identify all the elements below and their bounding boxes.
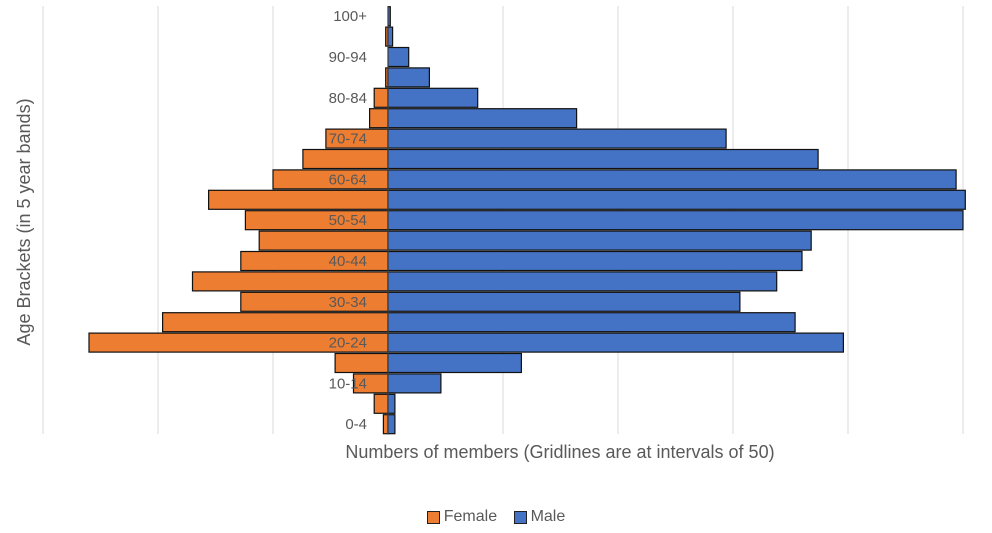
y-tick-label: 20-24 (329, 335, 367, 352)
bar-male-75-79 (387, 108, 578, 129)
bar-male-50-54 (387, 210, 964, 231)
bar-male-45-49 (387, 230, 812, 251)
bar-male-30-34 (387, 291, 741, 312)
bar-male-85-89 (387, 67, 431, 88)
y-tick-label: 80-84 (329, 90, 367, 107)
bar-female-80-84 (373, 87, 389, 108)
bar-female-75-79 (369, 108, 389, 129)
y-tick-label: 10-14 (329, 375, 367, 392)
bar-male-80-84 (387, 87, 479, 108)
y-tick-label: 90-94 (329, 49, 367, 66)
y-tick-label: 0-4 (345, 416, 367, 433)
bar-female-35-39 (191, 271, 389, 292)
bar-female-25-29 (162, 312, 389, 333)
legend-item-female: Female (426, 508, 498, 526)
legend-item-male: Male (513, 508, 566, 526)
bar-male-5-9 (387, 393, 396, 414)
y-tick-label: 60-64 (329, 171, 367, 188)
y-tick-label: 40-44 (329, 253, 367, 270)
bar-male-90-94 (387, 46, 410, 68)
bar-female-45-49 (258, 230, 389, 251)
y-tick-label: 100+ (333, 8, 367, 25)
bar-male-55-59 (387, 189, 966, 210)
bar-male-25-29 (387, 312, 796, 333)
bar-female-5-9 (373, 393, 389, 414)
bar-male-20-24 (387, 332, 844, 353)
legend-swatch-female (426, 510, 440, 524)
legend-label-female: Female (443, 508, 498, 525)
bar-male-60-64 (387, 169, 957, 190)
bar-male-70-74 (387, 128, 727, 149)
y-axis-title: Age Brackets (in 5 year bands) (14, 98, 34, 345)
legend-label-male: Male (530, 508, 566, 525)
bar-female-55-59 (208, 189, 389, 210)
y-tick-labels: 0-4 10-14 20-24 30-34 40-44 50-54 60-64 70-74 80… (329, 8, 368, 433)
bar-female-65-69 (302, 148, 389, 170)
legend-swatch-male (513, 510, 527, 524)
bar-male-95-99 (387, 26, 394, 47)
y-tick-label: 50-54 (329, 212, 367, 229)
bar-female-0-4 (382, 414, 389, 435)
x-axis-title: Numbers of members (Gridlines are at int… (345, 442, 774, 462)
y-tick-label: 30-34 (329, 294, 367, 311)
legend: Female Male (0, 508, 992, 529)
y-tick-label: 70-74 (329, 131, 367, 148)
bars (88, 6, 966, 435)
bar-male-65-69 (387, 148, 819, 170)
bar-male-40-44 (387, 250, 803, 272)
bar-male-15-19 (387, 352, 522, 374)
bar-female-15-19 (334, 352, 389, 374)
bar-male-10-14 (387, 373, 442, 394)
bar-male-0-4 (387, 414, 396, 435)
bar-male-35-39 (387, 271, 778, 292)
